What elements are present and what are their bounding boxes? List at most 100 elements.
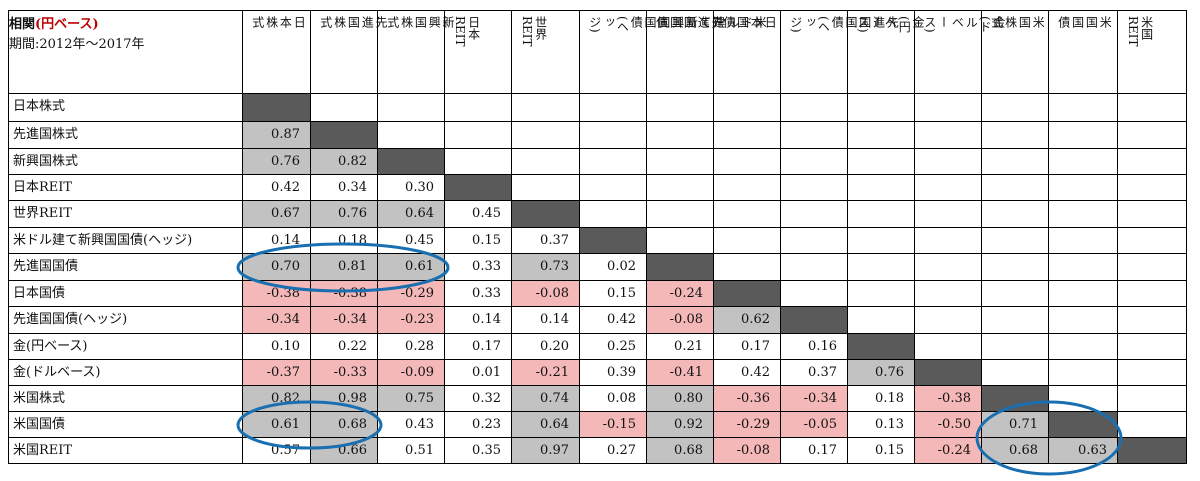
correlation-value: 0.33 (472, 259, 501, 274)
correlation-value: -0.38 (333, 286, 367, 301)
correlation-value: 0.57 (271, 443, 300, 458)
correlation-value: 0.64 (540, 417, 569, 432)
grid-line (8, 10, 9, 464)
high-correlation-cell (310, 200, 377, 227)
correlation-value: 0.16 (808, 339, 837, 354)
correlation-value: 0.63 (1078, 443, 1107, 458)
correlation-value: 0.28 (405, 339, 434, 354)
correlation-value: 0.76 (875, 365, 904, 380)
negative-correlation-cell (914, 411, 981, 437)
grid-line (511, 10, 512, 464)
grid-line (8, 253, 1187, 254)
correlation-value: 0.39 (607, 365, 636, 380)
grid-line (8, 385, 1187, 386)
grid-line (8, 148, 1187, 149)
grid-line (444, 10, 445, 464)
correlation-value: 0.80 (674, 391, 703, 406)
grid-line (8, 437, 1187, 438)
grid-line (646, 10, 647, 464)
diagonal-cell (981, 385, 1048, 411)
correlation-value: 0.66 (338, 443, 367, 458)
correlation-value: 0.37 (540, 233, 569, 248)
high-correlation-cell (511, 411, 579, 437)
correlation-value: 0.45 (472, 206, 501, 221)
title-currency-basis: (円ベース) (35, 17, 99, 32)
negative-correlation-cell (579, 411, 646, 437)
grid-line (780, 10, 781, 464)
correlation-value: -0.08 (669, 312, 703, 327)
correlation-value: 0.81 (338, 259, 367, 274)
correlation-value: 0.30 (405, 180, 434, 195)
correlation-value: 0.62 (741, 312, 770, 327)
grid-line (8, 306, 1187, 307)
negative-correlation-cell (377, 306, 444, 333)
grid-line (579, 10, 580, 464)
grid-line (713, 10, 714, 464)
correlation-value: 0.51 (405, 443, 434, 458)
correlation-value: 0.68 (674, 443, 703, 458)
negative-correlation-cell (646, 306, 713, 333)
correlation-value: 0.64 (405, 206, 434, 221)
grid-line (847, 10, 848, 464)
correlation-value: 0.17 (472, 339, 501, 354)
correlation-value: -0.29 (400, 286, 434, 301)
high-correlation-cell (646, 437, 713, 463)
correlation-value: -0.24 (669, 286, 703, 301)
diagonal-cell (377, 148, 444, 174)
grid-line (310, 10, 311, 464)
high-correlation-cell (310, 148, 377, 174)
correlation-value: 0.70 (271, 259, 300, 274)
correlation-value: 0.34 (338, 180, 367, 195)
correlation-value: 0.42 (607, 312, 636, 327)
column-header: 日本国債 (721, 16, 778, 28)
negative-correlation-cell (310, 359, 377, 385)
column-header: 米国国債 (1056, 16, 1113, 28)
correlation-value: -0.21 (535, 365, 569, 380)
correlation-value: 0.82 (271, 391, 300, 406)
row-label: 先進国国債(ヘッジ) (13, 312, 128, 327)
correlation-value: 0.14 (472, 312, 501, 327)
correlation-value: -0.08 (535, 286, 569, 301)
high-correlation-cell (713, 306, 780, 333)
row-label: 日本REIT (13, 180, 73, 195)
correlation-value: 0.98 (338, 391, 367, 406)
negative-correlation-cell (511, 359, 579, 385)
diagonal-cell (914, 359, 981, 385)
correlation-value: 0.33 (472, 286, 501, 301)
correlation-value: 0.01 (472, 365, 501, 380)
negative-correlation-cell (646, 280, 713, 306)
correlation-value: 0.76 (271, 154, 300, 169)
column-header: 先進国国 債 (654, 16, 724, 28)
correlation-value: -0.23 (400, 312, 434, 327)
correlation-value: 0.17 (808, 443, 837, 458)
row-label: 新興国株式 (13, 154, 79, 169)
grid-line (981, 10, 982, 464)
correlation-value: 0.82 (338, 154, 367, 169)
column-header: 米国REIT (1125, 16, 1154, 47)
row-label: 日本株式 (13, 99, 66, 114)
column-header: 金(円 ベース) (855, 16, 925, 33)
correlation-value: -0.34 (803, 391, 837, 406)
high-correlation-cell (242, 121, 310, 148)
correlation-value: 0.61 (405, 259, 434, 274)
correlation-value: 0.73 (540, 259, 569, 274)
correlation-value: 0.02 (607, 259, 636, 274)
grid-line (8, 333, 1187, 334)
row-label: 金(円ベース) (13, 339, 88, 354)
negative-correlation-cell (511, 280, 579, 306)
column-header: 日本株式 (250, 16, 307, 28)
correlation-value: 0.15 (875, 443, 904, 458)
negative-correlation-cell (242, 306, 310, 333)
correlation-value: 0.23 (472, 417, 501, 432)
correlation-value: -0.50 (937, 417, 971, 432)
correlation-value: 0.18 (338, 233, 367, 248)
correlation-value: -0.34 (266, 312, 300, 327)
diagonal-cell (646, 253, 713, 280)
grid-line (1117, 10, 1118, 464)
correlation-value: 0.13 (875, 417, 904, 432)
correlation-value: 0.17 (741, 339, 770, 354)
correlation-value: 0.15 (607, 286, 636, 301)
grid-line (8, 93, 1187, 94)
diagonal-cell (242, 93, 310, 121)
row-label: 日本国債 (13, 286, 66, 301)
